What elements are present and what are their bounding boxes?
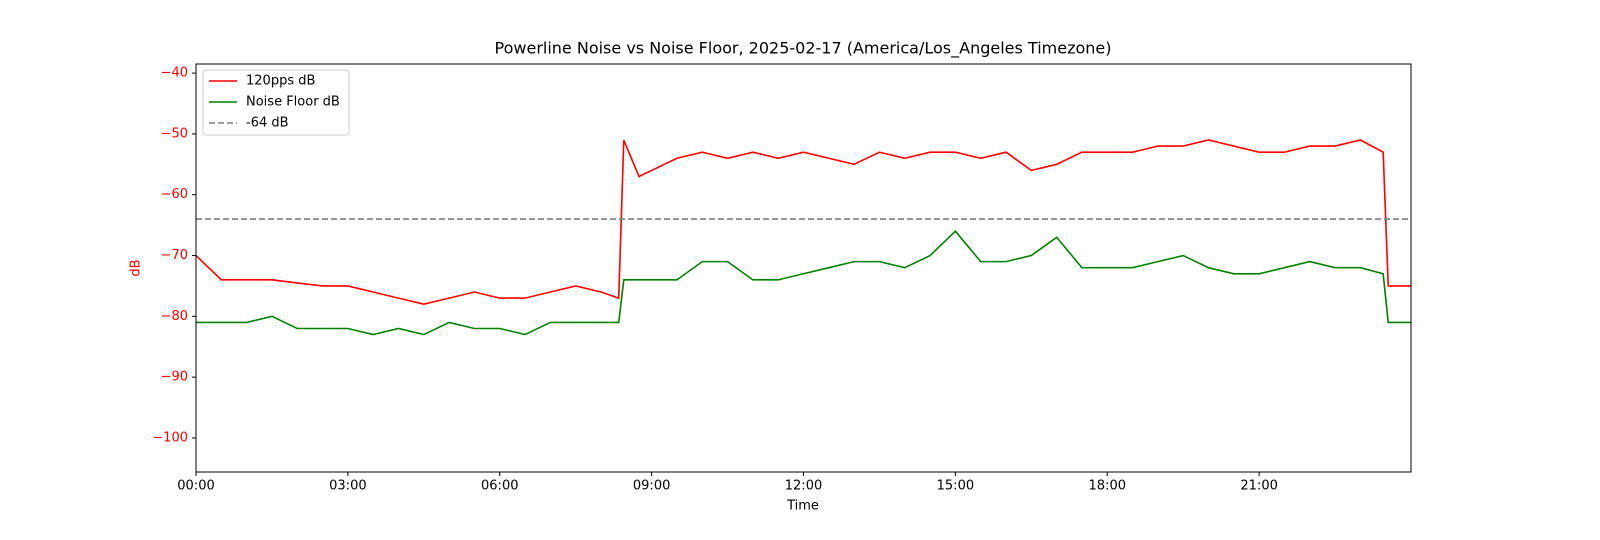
x-axis-label: Time [786, 499, 819, 514]
x-tick-label: 12:00 [785, 479, 822, 494]
legend-box [202, 69, 350, 136]
x-tick-label: 03:00 [329, 479, 366, 494]
legend-label: Noise Floor dB [246, 95, 340, 110]
data-line [195, 139, 1411, 306]
data-line [196, 230, 1411, 336]
y-tick-label: −50 [161, 126, 188, 141]
x-tick-label: 15:00 [937, 479, 974, 494]
y-axis-label: dB [129, 259, 144, 276]
y-tick-label: −90 [161, 370, 188, 385]
y-tick-label: −80 [161, 309, 188, 324]
y-tick-label: −100 [152, 430, 188, 445]
x-tick-label: 18:00 [1089, 479, 1126, 494]
y-tick-label: −70 [161, 248, 188, 263]
legend-label: 120pps dB [246, 74, 315, 89]
y-tick-label: −40 [161, 66, 188, 81]
y-tick-label: −60 [161, 187, 188, 202]
x-tick-label: 06:00 [481, 479, 518, 494]
legend-label: -64 dB [246, 116, 289, 131]
chart-title: Powerline Noise vs Noise Floor, 2025-02-… [495, 39, 1112, 59]
x-tick-label: 21:00 [1240, 479, 1277, 494]
x-tick-label: 09:00 [633, 479, 670, 494]
plot-frame [195, 63, 1412, 473]
x-tick-label: 00:00 [177, 479, 214, 494]
